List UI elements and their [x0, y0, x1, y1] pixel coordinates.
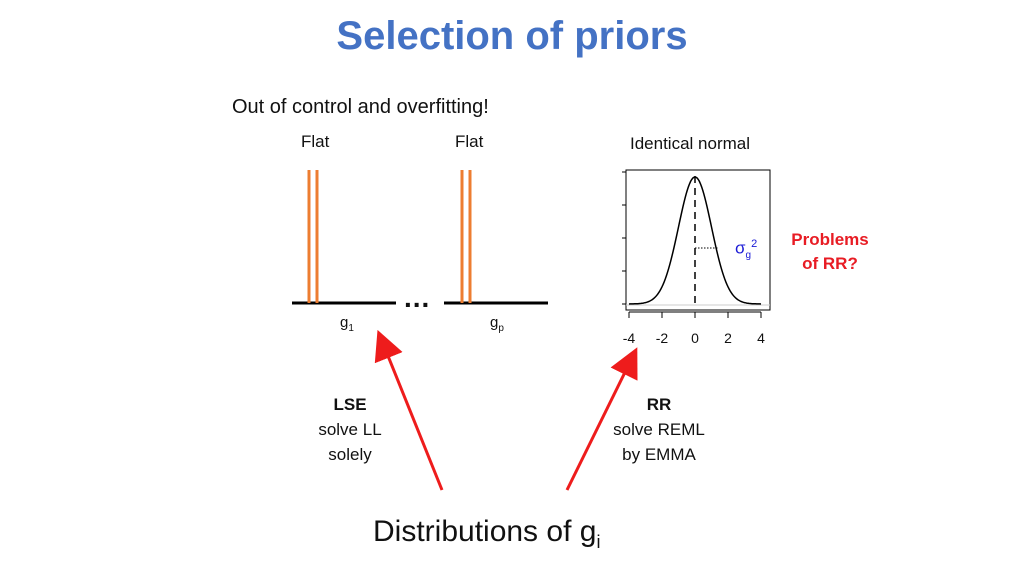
x-tick-label: -4	[622, 330, 636, 346]
x-tick-label: 2	[724, 330, 732, 346]
x-tick-label: -2	[655, 330, 669, 346]
arrow-to-g1	[374, 329, 444, 491]
g1-label: g1	[340, 314, 354, 334]
sigma-base: σ	[735, 238, 746, 258]
gp-label: gp	[490, 314, 504, 334]
sigma-sup: 2	[751, 238, 758, 250]
x-tick-label: 4	[757, 330, 765, 346]
rr-title: RR	[646, 395, 672, 414]
lse-line2: solely	[328, 445, 372, 464]
arrow-to-normal-plot	[565, 347, 638, 491]
problems-line1: Problems	[791, 230, 869, 249]
subtitle: Out of control and overfitting!	[232, 96, 489, 118]
rr-block: RR solve REML by EMMA	[594, 392, 724, 467]
gp-base: g	[490, 314, 499, 331]
distributions-label: Distributions of gi	[373, 515, 600, 553]
problems-note: Problems of RR?	[770, 228, 890, 276]
lse-block: LSE solve LL solely	[300, 392, 400, 467]
x-tick-label: 0	[691, 330, 699, 346]
slide-title: Selection of priors	[336, 14, 688, 58]
lse-title: LSE	[333, 395, 367, 414]
normal-plot-frame	[625, 169, 771, 311]
g1-base: g	[340, 314, 349, 331]
g1-sub: 1	[348, 323, 354, 334]
distributions-sub: i	[596, 532, 601, 552]
flat-label-2: Flat	[455, 132, 484, 151]
rr-line1: solve REML	[613, 420, 705, 439]
normal-plot-title: Identical normal	[630, 134, 751, 153]
lse-line1: solve LL	[318, 420, 382, 439]
distributions-text: Distributions of g	[373, 515, 597, 548]
sigma-label: σg2	[735, 238, 757, 261]
problems-line2: of RR?	[802, 254, 858, 273]
rr-line2: by EMMA	[622, 445, 696, 464]
flat-label-1: Flat	[301, 132, 330, 151]
gp-sub: p	[498, 323, 504, 334]
sigma-sub: g	[745, 250, 752, 262]
ellipsis: ...	[404, 282, 431, 313]
